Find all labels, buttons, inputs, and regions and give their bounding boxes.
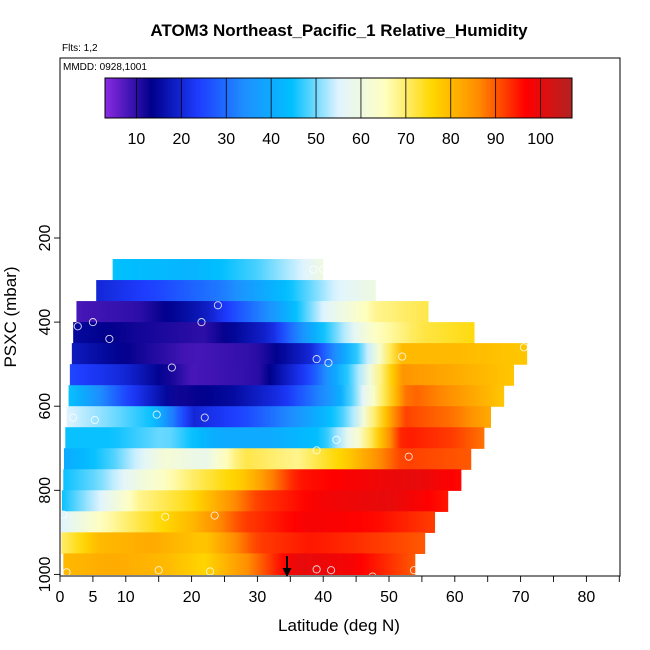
sample-point — [409, 566, 419, 575]
flights-note: Flts: 1,2 — [62, 43, 98, 54]
heatmap-band-675 — [65, 427, 485, 449]
x-tick-label-70: 70 — [512, 589, 530, 606]
date-note: MMDD: 0928,1001 — [63, 62, 147, 73]
marker-arrow-head — [282, 568, 292, 577]
heatmap-band-375 — [76, 301, 429, 323]
colorbar-tick-label-40: 40 — [262, 131, 280, 148]
sample-point — [312, 355, 321, 364]
sample-point — [90, 416, 99, 425]
sample-point — [312, 565, 321, 574]
heatmap-band-575 — [68, 385, 505, 407]
x-tick-label-50: 50 — [380, 589, 398, 606]
x-axis: 0 5 10 20 30 40 50 60 70 80 — [56, 576, 620, 606]
sample-point — [167, 363, 176, 372]
x-tick-label-30: 30 — [249, 589, 267, 606]
x-tick-label-10: 10 — [117, 589, 135, 606]
sample-point — [88, 318, 97, 327]
y-tick-label-1000: 1000 — [37, 557, 54, 593]
y-axis-label: PSXC (mbar) — [1, 266, 20, 367]
x-tick-label-20: 20 — [183, 589, 201, 606]
heatmap-band-625 — [66, 406, 491, 428]
heatmap-band-825 — [61, 490, 449, 512]
heatmap-band-975 — [63, 553, 416, 575]
heatmap-band-325 — [96, 280, 376, 302]
x-tick-label-40: 40 — [314, 589, 332, 606]
sample-point — [200, 413, 209, 422]
sample-point — [319, 265, 328, 274]
x-tick-label-80: 80 — [578, 589, 596, 606]
y-tick-label-800: 800 — [37, 477, 54, 504]
sample-point — [161, 512, 170, 521]
sample-point — [368, 572, 377, 576]
y-axis: 200 400 600 800 1000 — [37, 225, 60, 593]
heatmap-bands — [61, 259, 528, 575]
sample-point — [60, 510, 68, 519]
colorbar-tick-label-30: 30 — [217, 131, 235, 148]
sample-point — [205, 567, 215, 576]
heatmap-band-425 — [73, 322, 475, 344]
marker-arrow — [282, 556, 292, 577]
sample-point — [404, 452, 413, 461]
heatmap-band-725 — [63, 448, 472, 470]
colorbar-tick-label-70: 70 — [397, 131, 415, 148]
colorbar-tick-label-100: 100 — [527, 131, 554, 148]
plot-frame — [59, 57, 621, 577]
heatmap-band-475 — [71, 343, 528, 365]
heatmap-band-525 — [69, 364, 515, 386]
x-tick-label-60: 60 — [446, 589, 464, 606]
colorbar-gradient — [104, 77, 573, 119]
heatmap-band-275 — [112, 259, 324, 281]
sample-point — [154, 566, 163, 575]
sample-points — [60, 265, 528, 576]
x-tick-label-5: 5 — [88, 589, 97, 606]
sample-point — [105, 334, 114, 343]
sample-point — [73, 322, 82, 331]
sample-point — [197, 318, 206, 327]
colorbar: 10 20 30 40 50 60 70 80 90 100 — [104, 77, 573, 148]
heatmap-band-925 — [61, 532, 426, 554]
sample-point — [213, 301, 222, 310]
sample-point — [324, 358, 333, 367]
sample-point — [398, 352, 407, 361]
sample-point — [327, 566, 336, 575]
sample-point — [69, 413, 78, 422]
heatmap-band-775 — [63, 469, 462, 491]
y-tick-label-200: 200 — [37, 225, 54, 252]
colorbar-tick-label-50: 50 — [307, 131, 325, 148]
chart-title: ATOM3 Northeast_Pacific_1 Relative_Humid… — [150, 21, 528, 40]
sample-point — [210, 511, 219, 520]
x-axis-label: Latitude (deg N) — [278, 616, 400, 635]
sample-point — [312, 446, 321, 455]
sample-point — [152, 410, 161, 419]
colorbar-tick-label-10: 10 — [128, 131, 146, 148]
y-tick-label-400: 400 — [37, 309, 54, 336]
colorbar-tick-label-80: 80 — [442, 131, 460, 148]
y-tick-label-600: 600 — [37, 393, 54, 420]
colorbar-tick-label-20: 20 — [172, 131, 190, 148]
x-tick-label-0: 0 — [56, 589, 65, 606]
colorbar-tick-label-90: 90 — [487, 131, 505, 148]
colorbar-tick-label-60: 60 — [352, 131, 370, 148]
heatmap-band-875 — [61, 511, 436, 533]
sample-point — [309, 265, 318, 274]
sample-point — [332, 435, 341, 444]
sample-point — [519, 343, 528, 352]
colorbar-ticks: 10 20 30 40 50 60 70 80 90 100 — [128, 78, 554, 148]
